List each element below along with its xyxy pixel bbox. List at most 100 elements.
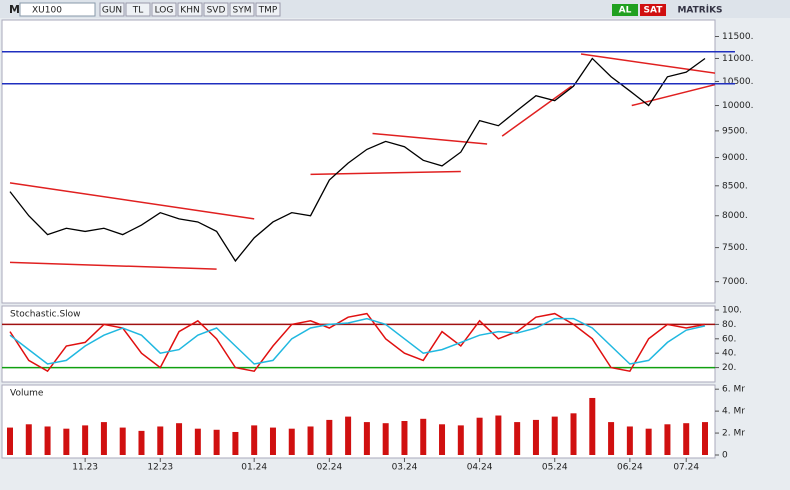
toolbar-button-label[interactable]: KHN (180, 6, 199, 16)
toolbar-button-label[interactable]: TMP (258, 6, 278, 16)
volume-bar (25, 424, 32, 455)
buy-label: AL (619, 6, 632, 16)
x-tick-label: 03.24 (392, 463, 418, 473)
volume-bar (382, 423, 389, 455)
volume-bar (138, 430, 145, 455)
volume-bar (345, 416, 352, 455)
volume-bar (44, 426, 51, 455)
price-panel (1, 19, 716, 304)
series-line (9, 317, 706, 365)
y-tick-label: 2. Mr (722, 429, 745, 439)
volume-bar (82, 425, 89, 455)
volume-bar (551, 416, 558, 455)
buy-button[interactable] (612, 4, 638, 16)
toolbar-button (177, 2, 203, 17)
trend-line (501, 85, 573, 137)
series-line (9, 312, 706, 373)
x-tick-label: 05.24 (542, 463, 568, 473)
trend-line (580, 53, 715, 74)
y-tick-label: 6. Mr (722, 385, 745, 395)
trend-line (9, 261, 217, 270)
toolbar-button (99, 2, 125, 17)
y-tick-label: 4. Mr (722, 407, 745, 417)
symbol: XU100 (32, 6, 62, 16)
series-line (9, 57, 706, 263)
x-tick-label: 11.23 (72, 463, 98, 473)
y-tick-label: 0 (722, 451, 728, 461)
volume-bar (702, 422, 708, 455)
volume-bar (645, 428, 652, 455)
toolbar-button-label[interactable]: GUN (102, 6, 122, 16)
volume-bar (288, 428, 295, 455)
y-tick-label: 9500. (722, 126, 748, 136)
y-tick-label: 11500. (722, 32, 754, 42)
x-tick-label: 07.24 (673, 463, 699, 473)
volume-bar (7, 427, 13, 455)
toolbar-button (203, 2, 229, 17)
y-tick-label: 9000. (722, 153, 748, 163)
y-tick-label: 7000. (722, 277, 748, 287)
volume-bar (176, 423, 183, 455)
volume-bar (626, 426, 633, 455)
x-tick-label: 04.24 (467, 463, 493, 473)
toolbar-button (229, 2, 255, 17)
trend-line (372, 132, 488, 145)
logo: M (9, 3, 20, 16)
volume-bar (495, 415, 502, 455)
y-tick-label: 40. (722, 349, 736, 359)
y-tick-label: 8000. (722, 211, 748, 221)
volume-bar (570, 413, 577, 455)
volume-bar (194, 428, 201, 455)
panel-title: Volume (10, 389, 44, 399)
y-tick-label: 80. (722, 320, 736, 330)
y-tick-label: 8500. (722, 181, 748, 191)
volume-bar (63, 428, 70, 455)
toolbar-button (151, 2, 177, 17)
sell-button[interactable] (640, 4, 666, 16)
volume-bar (608, 422, 615, 455)
y-tick-label: 100. (722, 306, 742, 316)
volume-bar (401, 421, 408, 455)
y-tick-label: 60. (722, 334, 736, 344)
y-tick-label: 10000. (722, 101, 754, 111)
volume-bar (307, 426, 314, 455)
volume-bar (213, 429, 220, 455)
volume-bar (514, 422, 521, 455)
toolbar-button-label[interactable]: TL (132, 6, 144, 16)
volume-bar (532, 419, 539, 455)
brand: MATRİKS (677, 5, 722, 16)
volume-bar (100, 422, 107, 455)
volume-bar (269, 427, 276, 455)
volume-bar (457, 425, 464, 455)
y-tick-label: 10500. (722, 77, 754, 87)
symbol-box[interactable] (19, 2, 96, 17)
panel-title: Stochastic.Slow (10, 310, 81, 320)
trend-line (9, 182, 255, 220)
volume-bar (232, 431, 239, 455)
volume-bar (157, 426, 164, 455)
x-tick-label: 01.24 (241, 463, 267, 473)
toolbar-button-label[interactable]: SVD (207, 6, 226, 16)
x-tick-label: 06.24 (617, 463, 643, 473)
toolbar-button-label[interactable]: LOG (155, 6, 174, 16)
plot (2, 53, 715, 455)
toolbar-button (255, 2, 281, 17)
volume-bar (439, 424, 446, 455)
x-tick-label: 12.23 (147, 463, 173, 473)
volume-bar (363, 422, 370, 455)
volume-bar (476, 417, 483, 455)
volume-bar (664, 424, 671, 455)
toolbar-button (125, 2, 151, 17)
toolbar-button-label[interactable]: SYM (233, 6, 252, 16)
volume-bar (326, 419, 333, 455)
trend-line (631, 83, 715, 107)
volume-bar (683, 423, 690, 455)
y-tick-label: 20. (722, 363, 736, 373)
volume-bar (119, 427, 126, 455)
volume-bar (420, 418, 427, 455)
y-tick-label: 11000. (722, 54, 754, 64)
volume-bar (251, 425, 258, 455)
volume-panel (1, 384, 716, 459)
sell-label: SAT (644, 6, 664, 16)
